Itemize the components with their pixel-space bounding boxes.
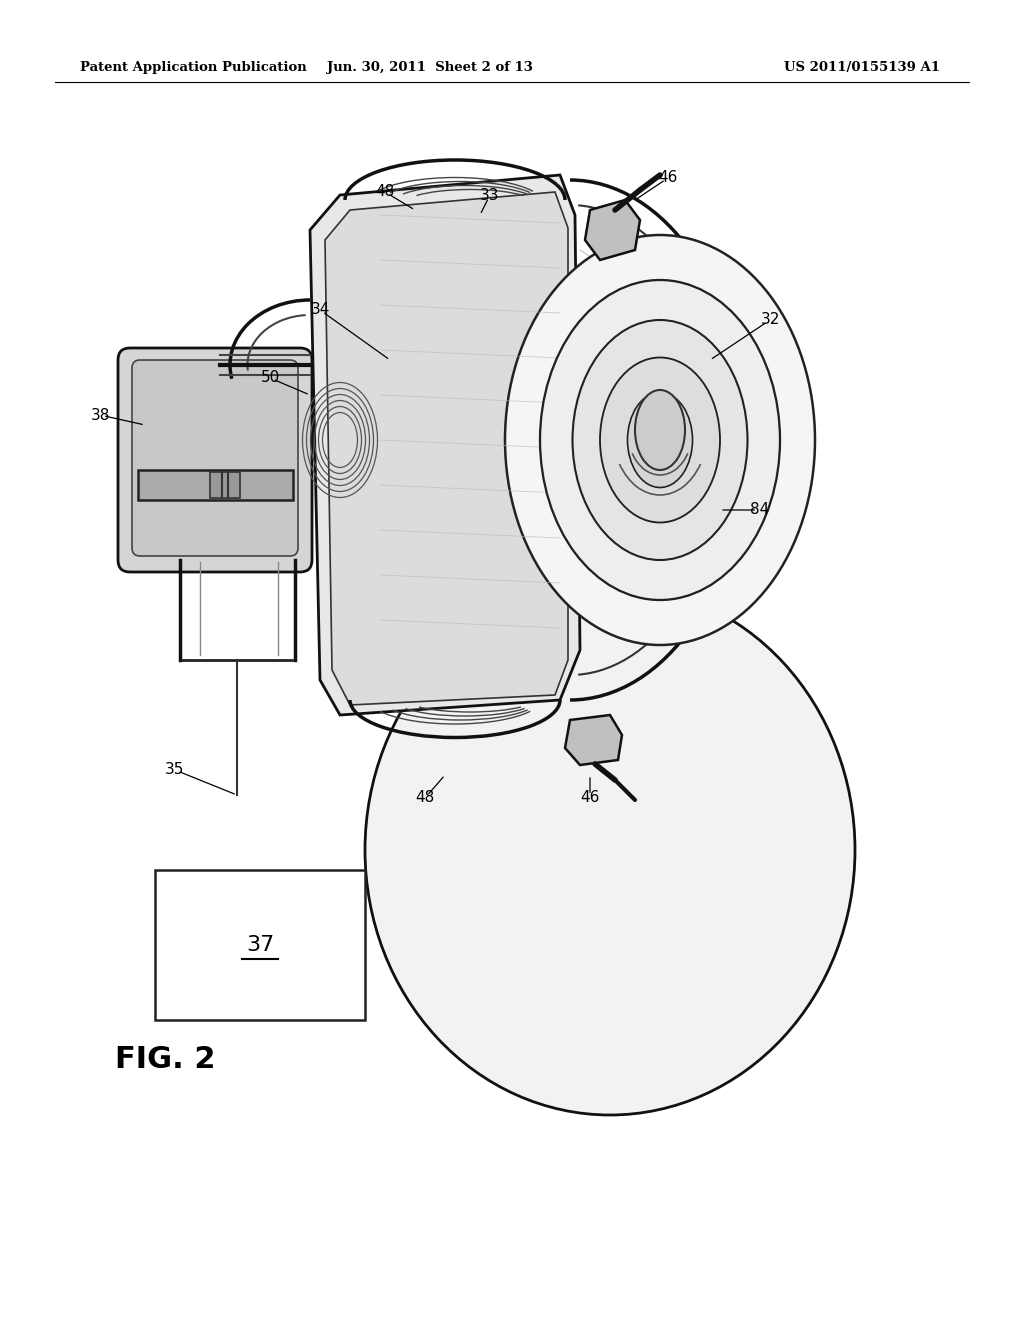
- Text: Jun. 30, 2011  Sheet 2 of 13: Jun. 30, 2011 Sheet 2 of 13: [327, 62, 532, 74]
- Text: 84: 84: [751, 503, 770, 517]
- Ellipse shape: [505, 235, 815, 645]
- Ellipse shape: [628, 392, 692, 487]
- Ellipse shape: [572, 319, 748, 560]
- Text: 46: 46: [581, 791, 600, 805]
- Polygon shape: [565, 715, 622, 766]
- Text: Patent Application Publication: Patent Application Publication: [80, 62, 307, 74]
- Bar: [210, 473, 240, 498]
- Text: US 2011/0155139 A1: US 2011/0155139 A1: [784, 62, 940, 74]
- Text: FIG. 2: FIG. 2: [115, 1045, 215, 1074]
- Bar: [138, 470, 293, 500]
- Text: 38: 38: [90, 408, 110, 422]
- Ellipse shape: [635, 389, 685, 470]
- Text: 37: 37: [246, 935, 274, 954]
- Ellipse shape: [600, 358, 720, 523]
- Text: 33: 33: [480, 187, 500, 202]
- Text: 50: 50: [260, 371, 280, 385]
- Text: 32: 32: [760, 313, 779, 327]
- Ellipse shape: [540, 280, 780, 601]
- Text: 48: 48: [416, 791, 434, 805]
- Text: 46: 46: [658, 170, 678, 186]
- Text: 34: 34: [310, 302, 330, 318]
- Polygon shape: [310, 176, 580, 715]
- Polygon shape: [325, 191, 568, 705]
- FancyBboxPatch shape: [118, 348, 312, 572]
- Text: 48: 48: [376, 185, 394, 199]
- FancyBboxPatch shape: [132, 360, 298, 556]
- Bar: [155, 870, 365, 1020]
- Ellipse shape: [365, 585, 855, 1115]
- Polygon shape: [585, 201, 640, 260]
- Text: 35: 35: [165, 763, 184, 777]
